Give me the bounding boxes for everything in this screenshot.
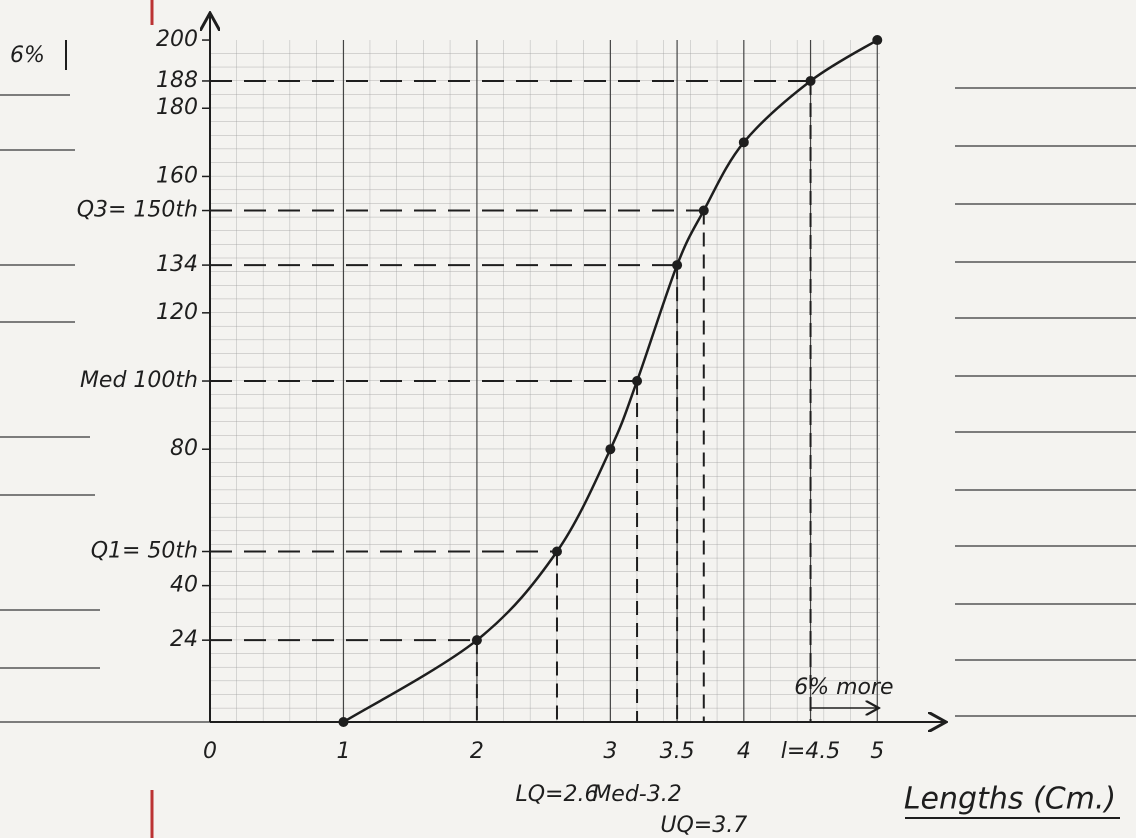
ogive-point <box>805 75 816 86</box>
y-tick-label: Med 100th <box>80 368 198 393</box>
x-tick-label: 3 <box>603 739 617 764</box>
y-tick-label: Q3= 150th <box>77 198 198 223</box>
x-tick-label: 2 <box>470 739 484 764</box>
x-tick-label: l=4.5 <box>781 739 841 764</box>
ogive-point <box>471 635 482 646</box>
y-tick-label: 134 <box>156 252 198 277</box>
x-tick-label: 5 <box>870 739 884 764</box>
x-tick-label: 3.5 <box>660 739 695 764</box>
x-tick-label: 4 <box>737 739 751 764</box>
y-tick-label: 120 <box>156 300 198 325</box>
y-tick-label: 80 <box>170 436 198 461</box>
y-tick-label: Q1= 50th <box>91 539 198 564</box>
y-tick-label: 188 <box>156 68 198 93</box>
graph-paper <box>210 40 880 722</box>
ogive-point <box>698 205 709 216</box>
x-tick-label: 0 <box>203 739 217 764</box>
ogive-point <box>872 35 883 46</box>
y-tick-label: 40 <box>170 573 198 598</box>
ogive-line <box>342 38 878 724</box>
guide-label: UQ=3.7 <box>660 813 747 838</box>
y-tick-label: 180 <box>156 95 198 120</box>
guide-label: LQ=2.6 <box>515 782 598 807</box>
guide-label: Med-3.2 <box>592 782 681 807</box>
ogive-point <box>605 444 616 455</box>
ogive-point <box>338 717 349 727</box>
x-tick-label: 1 <box>336 739 350 764</box>
ogive-point <box>672 260 683 271</box>
ogive-point <box>738 137 749 148</box>
y-tick-label: 200 <box>156 27 198 52</box>
ogive-point <box>632 376 643 387</box>
ogive-point <box>551 546 562 557</box>
annotation: 6% <box>10 43 45 68</box>
x-axis-label: Lengths (Cm.) <box>904 782 1116 817</box>
y-tick-label: 160 <box>156 163 198 188</box>
y-tick-label: 24 <box>170 627 198 652</box>
annotation: 6% more <box>794 675 893 700</box>
